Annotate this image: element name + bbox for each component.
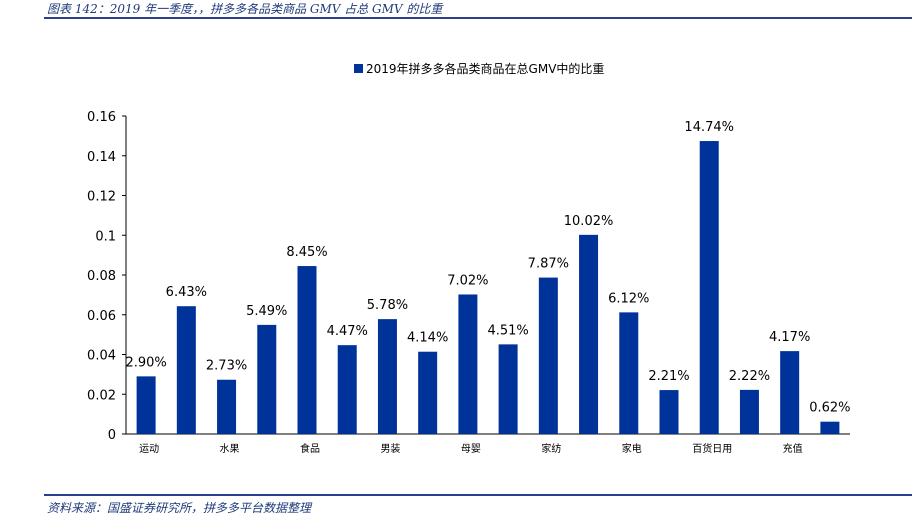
data-label: 4.51% — [487, 323, 528, 338]
data-label: 4.17% — [769, 330, 810, 345]
data-label: 2.90% — [125, 355, 166, 370]
bar — [699, 141, 719, 435]
data-label: 6.12% — [608, 291, 649, 306]
data-label: 0.62% — [809, 401, 850, 416]
data-label: 7.87% — [528, 257, 569, 272]
y-tick-label: 0.06 — [87, 309, 116, 324]
bar — [498, 344, 518, 434]
bars — [136, 141, 840, 435]
data-label: 5.78% — [367, 298, 408, 313]
bar — [337, 345, 357, 434]
bar — [739, 389, 759, 434]
data-label: 4.14% — [407, 331, 448, 346]
figure-title: 图表 142：2019 年一季度，，拼多多各品类商品 GMV 占总 GMV 的比… — [47, 2, 443, 16]
category-label: 男装 — [380, 442, 400, 455]
data-label: 8.45% — [286, 245, 327, 260]
legend-label: 2019年拼多多各品类商品在总GMV中的比重 — [366, 61, 604, 76]
category-labels: 运动 水果 食品 男装 母婴 家纺 家电 百货日用 充值 — [139, 442, 803, 455]
y-tick-label: 0.04 — [87, 349, 116, 364]
category-label: 充值 — [783, 442, 803, 455]
category-label: 水果 — [220, 443, 240, 455]
bar — [659, 390, 679, 434]
y-tick-label: 0.12 — [87, 190, 116, 205]
data-labels: 2.90% 6.43% 2.73% 5.49% 8.45% 4.47% 5.78% 4.14%… — [125, 120, 850, 416]
data-label: 5.49% — [246, 304, 287, 319]
bar — [176, 306, 196, 434]
bottom-rule — [44, 494, 912, 496]
bar — [217, 379, 237, 434]
y-tick-label: 0.16 — [87, 110, 116, 125]
bar — [619, 312, 639, 434]
bar — [377, 319, 397, 434]
data-label: 6.43% — [166, 285, 207, 300]
y-tick-label: 0.08 — [87, 269, 116, 284]
y-tick-label: 0.14 — [87, 150, 116, 165]
bar — [297, 266, 317, 434]
data-label: 14.74% — [684, 120, 734, 135]
data-label: 2.73% — [206, 359, 247, 374]
data-label: 10.02% — [564, 214, 614, 229]
bar — [780, 351, 800, 434]
bar — [257, 324, 277, 434]
category-label: 百货日用 — [692, 442, 732, 455]
category-label: 家电 — [622, 442, 642, 455]
bar — [458, 294, 478, 434]
top-rule — [44, 17, 912, 19]
bar — [820, 421, 840, 434]
bar — [579, 234, 599, 434]
category-label: 运动 — [139, 443, 159, 455]
data-label: 2.22% — [729, 369, 770, 384]
legend-swatch — [354, 64, 363, 73]
legend: 2019年拼多多各品类商品在总GMV中的比重 — [354, 61, 604, 76]
figure-header: 图表 142：2019 年一季度，，拼多多各品类商品 GMV 占总 GMV 的比… — [0, 0, 918, 18]
y-tick-label: 0.02 — [87, 388, 116, 403]
bar — [136, 376, 156, 434]
y-tick-label: 0 — [108, 428, 116, 443]
data-label: 7.02% — [447, 273, 488, 288]
category-label: 母婴 — [461, 443, 481, 455]
category-label: 家纺 — [541, 442, 561, 455]
data-label: 2.21% — [648, 369, 689, 384]
category-label: 食品 — [300, 442, 320, 455]
y-tick-label: 0.1 — [95, 229, 116, 244]
bar — [538, 277, 558, 434]
bar — [418, 351, 438, 434]
y-tick-labels: 0 0.02 0.04 0.06 0.08 0.1 0.12 0.14 0.16 — [87, 110, 126, 443]
data-label: 4.47% — [327, 324, 368, 339]
figure-source: 资料来源：国盛证券研究所，拼多多平台数据整理 — [47, 501, 312, 515]
